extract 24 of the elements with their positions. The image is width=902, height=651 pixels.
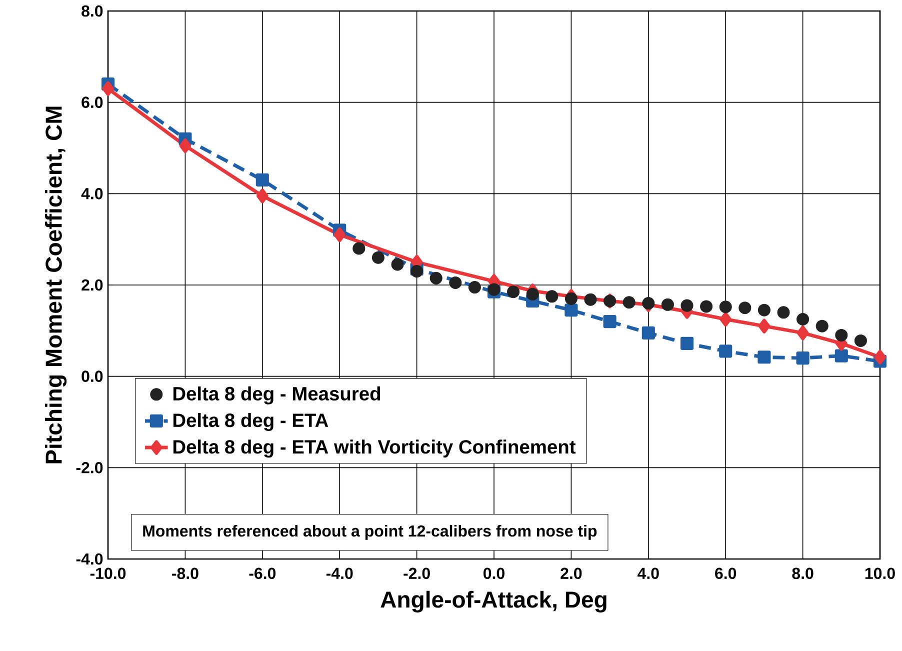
x-tick-label: -10.0	[90, 568, 126, 580]
x-tick-label: 0.0	[484, 568, 504, 580]
y-tick-label: 8.0	[82, 5, 103, 17]
y-tick-label: 0.0	[82, 370, 103, 382]
x-tick-label: 2.0	[560, 568, 582, 580]
x-tick-label: 4.0	[638, 568, 659, 580]
annotation: Moments referenced about a point 12-calibers from nose tip	[143, 524, 597, 540]
x-tick-label: -2.0	[404, 568, 430, 580]
x-tick-label: 8.0	[792, 568, 814, 580]
x-tick-label: -6.0	[249, 568, 276, 580]
y-tick-label: 4.0	[81, 188, 103, 200]
y-axis-title: Pitching Moment Coefficient, CM	[44, 106, 67, 464]
x-axis-title: Angle-of-Attack, Deg	[380, 590, 606, 612]
y-tick-label: -4.0	[76, 553, 103, 565]
y-tick-label: 2.0	[82, 279, 103, 291]
legend-label: Delta 8 deg - ETA with Vorticity Confinement	[173, 440, 576, 458]
x-tick-label: -4.0	[326, 568, 353, 580]
legend-label: Delta 8 deg - ETA	[173, 413, 328, 431]
y-tick-label: 6.0	[82, 96, 103, 108]
y-tick-label: -2.0	[76, 462, 103, 474]
x-tick-label: 6.0	[715, 568, 736, 580]
legend-label: Delta 8 deg - Measured	[173, 386, 380, 404]
x-tick-label: -8.0	[172, 568, 198, 580]
x-tick-label: 10.0	[865, 568, 895, 580]
